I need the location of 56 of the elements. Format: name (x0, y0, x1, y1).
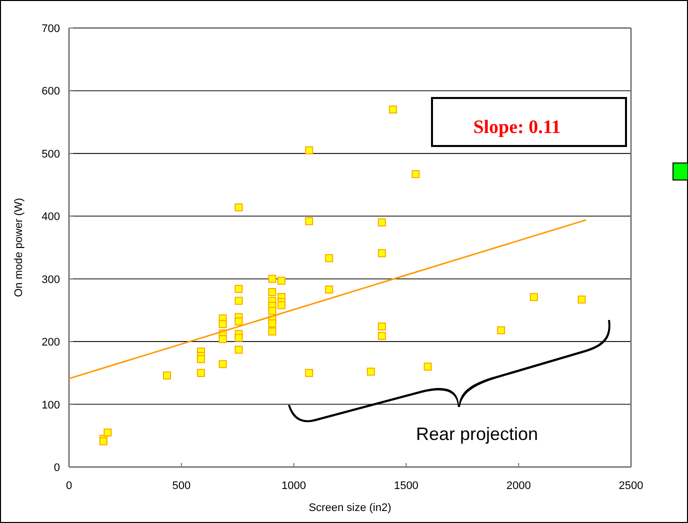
point (163, 371, 172, 380)
y-tick-label: 700 (42, 23, 60, 35)
point (305, 368, 314, 377)
point (412, 170, 420, 178)
point (530, 293, 538, 302)
point (104, 428, 112, 437)
point (196, 355, 205, 364)
x-axis-title: Screen size (in2) (308, 502, 392, 514)
x-tick-label: 1500 (394, 480, 418, 492)
point (578, 296, 586, 304)
point (388, 106, 397, 114)
point (196, 368, 205, 377)
x-tick-label: 500 (172, 480, 191, 492)
point (305, 146, 314, 154)
point (218, 335, 227, 344)
point (218, 320, 227, 328)
x-tick-label: 2000 (506, 480, 531, 492)
point (234, 318, 243, 326)
point (378, 322, 386, 331)
text-box: Slope: 0.11 (431, 97, 627, 147)
point (234, 284, 243, 293)
point (378, 332, 386, 340)
y-tick-label: 100 (42, 399, 60, 412)
point (268, 328, 276, 336)
point (497, 326, 506, 334)
y-axis-title: On mode power (W) (13, 198, 25, 298)
point (277, 301, 286, 310)
x-tick-label: 0 (66, 480, 72, 492)
y-tick-label: 500 (42, 148, 60, 160)
x-tick-label: 2500 (618, 480, 644, 492)
point (378, 249, 386, 258)
y-tick-label: 300 (42, 274, 60, 286)
annotation: Rear projection (416, 424, 538, 444)
point (99, 437, 108, 446)
point (268, 319, 276, 328)
point (268, 288, 276, 296)
point (378, 218, 386, 226)
point (234, 334, 243, 342)
x-tick-label: 1000 (282, 480, 306, 492)
point (305, 217, 314, 226)
point (325, 254, 334, 262)
point (424, 362, 432, 371)
point (218, 360, 227, 368)
point (234, 346, 243, 354)
point (325, 286, 334, 294)
y-tick-label: 400 (42, 211, 60, 224)
point (268, 306, 276, 315)
point (234, 296, 243, 305)
y-tick-label: 0 (54, 462, 60, 474)
y-tick-label: 600 (42, 86, 60, 98)
point (234, 203, 243, 212)
point (366, 368, 375, 376)
point (268, 274, 276, 283)
y-tick-label: 200 (42, 336, 60, 349)
annotation: Slope: 0.11 (473, 117, 561, 138)
point (277, 276, 286, 285)
